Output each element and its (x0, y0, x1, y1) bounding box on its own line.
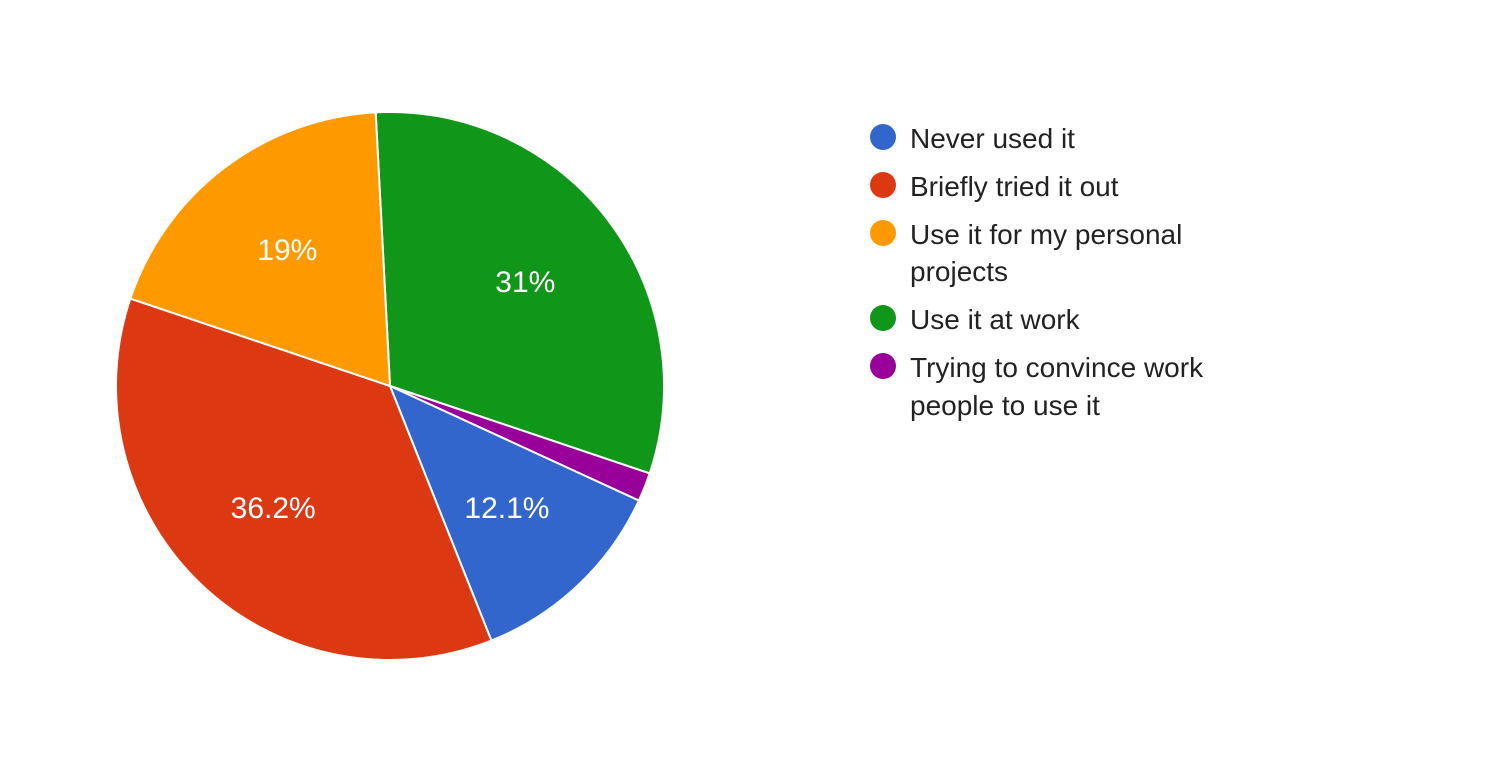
pie-slice-label-never_used_it: 12.1% (464, 492, 549, 526)
legend-item[interactable]: Use it at work (870, 301, 1250, 339)
legend-item[interactable]: Use it for my personal projects (870, 216, 1250, 292)
legend-item[interactable]: Never used it (870, 120, 1250, 158)
legend-swatch (870, 124, 896, 150)
legend-label: Briefly tried it out (910, 168, 1119, 206)
legend: Never used it Briefly tried it out Use it … (870, 120, 1250, 435)
pie-slice-label-briefly_tried: 36.2% (231, 492, 316, 526)
legend-swatch (870, 305, 896, 331)
legend-label: Use it at work (910, 301, 1080, 339)
legend-label: Use it for my personal projects (910, 216, 1250, 292)
pie-svg (116, 112, 664, 660)
legend-label: Never used it (910, 120, 1075, 158)
legend-swatch (870, 353, 896, 379)
pie-slice-label-personal_projects: 19% (257, 234, 317, 268)
chart-container: 31% 12.1% 36.2% 19% Never used it Briefly tr… (0, 0, 1504, 782)
pie-chart: 31% 12.1% 36.2% 19% (116, 112, 664, 660)
legend-swatch (870, 220, 896, 246)
legend-item[interactable]: Trying to convince work people to use it (870, 349, 1250, 425)
legend-swatch (870, 172, 896, 198)
legend-label: Trying to convince work people to use it (910, 349, 1250, 425)
pie-slice-label-use_it_at_work: 31% (495, 266, 555, 300)
legend-item[interactable]: Briefly tried it out (870, 168, 1250, 206)
